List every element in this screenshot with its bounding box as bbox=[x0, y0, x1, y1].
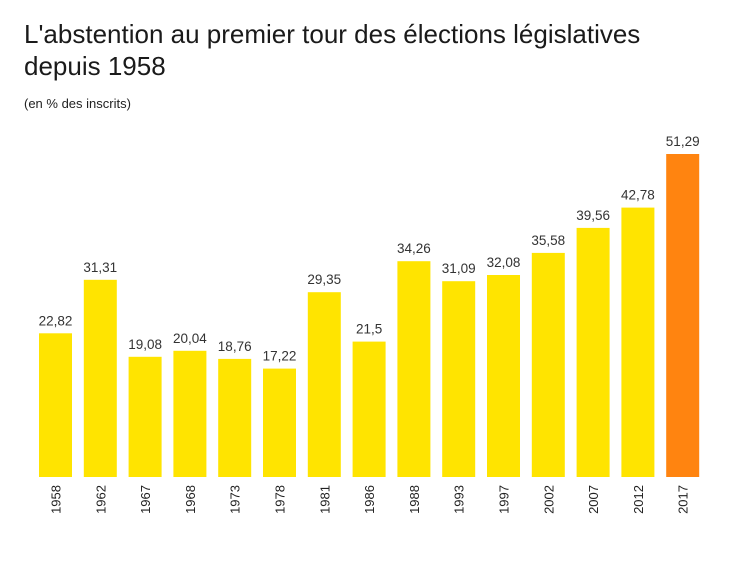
bar-1973 bbox=[218, 358, 252, 477]
bars-group bbox=[39, 154, 700, 477]
value-label-1986: 21,5 bbox=[356, 322, 382, 337]
chart-subtitle: (en % des inscrits) bbox=[24, 96, 131, 111]
value-label-1958: 22,82 bbox=[39, 313, 73, 328]
x-tick-label-1993: 1993 bbox=[452, 485, 467, 514]
x-tick-label-2007: 2007 bbox=[586, 485, 601, 514]
bar-2012 bbox=[621, 207, 655, 477]
x-tick-label-1997: 1997 bbox=[497, 485, 512, 514]
bar-2007 bbox=[576, 227, 610, 477]
x-tick-label-1967: 1967 bbox=[138, 485, 153, 514]
value-label-1978: 17,22 bbox=[263, 349, 297, 364]
value-label-2007: 39,56 bbox=[576, 208, 610, 223]
value-labels-group: 22,82 31,31 19,08 20,04 18,76 17,22 29,35 21,5 3… bbox=[39, 134, 700, 364]
x-tick-label-1978: 1978 bbox=[273, 485, 288, 514]
value-label-1988: 34,26 bbox=[397, 241, 431, 256]
bar-1981 bbox=[307, 292, 341, 477]
value-label-1967: 19,08 bbox=[128, 337, 162, 352]
x-tick-label-2002: 2002 bbox=[541, 485, 556, 514]
value-label-1968: 20,04 bbox=[173, 331, 207, 346]
bar-2017 bbox=[666, 154, 700, 477]
chart-title: L'abstention au premier tour des électio… bbox=[24, 19, 641, 81]
bar-1978 bbox=[263, 368, 296, 477]
value-label-2002: 35,58 bbox=[531, 233, 565, 248]
x-tick-label-1981: 1981 bbox=[317, 485, 332, 514]
x-tick-label-1988: 1988 bbox=[407, 485, 422, 514]
bar-1997 bbox=[487, 275, 520, 477]
bar-1967 bbox=[128, 356, 162, 477]
bar-1958 bbox=[39, 333, 72, 477]
bar-1993 bbox=[442, 281, 476, 477]
value-label-2017: 51,29 bbox=[666, 134, 700, 149]
x-tick-label-1973: 1973 bbox=[228, 485, 243, 514]
bar-1986 bbox=[352, 341, 386, 477]
value-label-1962: 31,31 bbox=[83, 260, 117, 275]
value-label-1981: 29,35 bbox=[307, 272, 341, 287]
x-tick-label-1986: 1986 bbox=[362, 485, 377, 514]
value-label-1973: 18,76 bbox=[218, 339, 252, 354]
bar-1968 bbox=[173, 350, 207, 477]
value-label-1993: 31,09 bbox=[442, 261, 476, 276]
bar-1988 bbox=[397, 261, 431, 477]
value-label-2012: 42,78 bbox=[621, 188, 655, 203]
x-tick-label-1968: 1968 bbox=[183, 485, 198, 514]
x-tick-label-2012: 2012 bbox=[631, 485, 646, 514]
x-tick-label-1958: 1958 bbox=[49, 485, 64, 514]
bar-1962 bbox=[83, 279, 117, 477]
bar-2002 bbox=[531, 252, 565, 477]
x-tick-labels-group: 1958 1962 1967 1968 1973 1978 1981 1986 1988 1993… bbox=[49, 485, 691, 514]
x-tick-label-1962: 1962 bbox=[93, 485, 108, 514]
x-tick-label-2017: 2017 bbox=[676, 485, 691, 514]
value-label-1997: 32,08 bbox=[487, 255, 521, 270]
